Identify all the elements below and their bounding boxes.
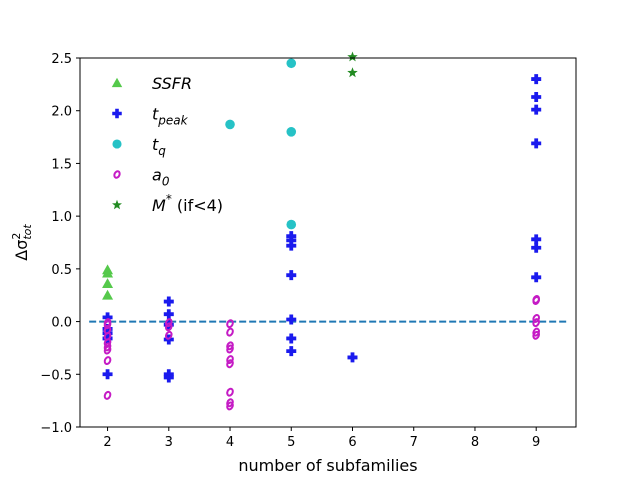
data-point-ssfr (102, 267, 114, 278)
data-point-a-0 (103, 390, 112, 400)
data-point-t-peak (286, 346, 297, 357)
data-point-m-if-4 (347, 51, 358, 62)
x-tick-label: 9 (532, 435, 540, 450)
legend-label-main: t (152, 105, 159, 124)
legend-marker (112, 108, 122, 119)
y-axis-title-sup: 2 (10, 233, 23, 240)
legend-label: tpeak (152, 105, 189, 128)
legend-label-main: a (152, 166, 162, 185)
data-point-t-peak (531, 92, 542, 103)
legend-label-sup: * (166, 192, 172, 206)
x-tick-label: 6 (348, 435, 356, 450)
data-point-a-0 (532, 318, 541, 328)
data-point-t-peak (531, 272, 542, 283)
legend-label-main: M (152, 196, 166, 215)
y-tick-label: −0.5 (40, 368, 72, 383)
data-point-t-q (286, 127, 297, 137)
legend-marker (113, 170, 121, 179)
data-point-t-peak (286, 235, 297, 246)
legend-label-sub: q (158, 144, 166, 158)
y-tick-label: 2.5 (51, 52, 72, 67)
legend-marker (112, 139, 122, 149)
data-point-a-0 (226, 344, 234, 354)
data-point-t-q (286, 58, 297, 69)
data-point-t-peak (163, 372, 174, 383)
legend-label: tq (152, 135, 166, 158)
axes-frame (79, 57, 577, 428)
x-axis-ticks: 2 3 4 5 6 7 8 9 (103, 427, 540, 450)
data-point-t-peak (347, 352, 358, 363)
data-point-a-0 (532, 296, 541, 305)
data-point-ssfr (102, 289, 114, 300)
legend-label-sub: 0 (162, 175, 170, 189)
y-tick-label: 1.0 (51, 210, 72, 225)
data-point-t-peak (531, 242, 542, 253)
legend-label: M* (if<4) (152, 192, 223, 215)
legend-label-main: t (152, 135, 159, 154)
data-point-a-0 (164, 330, 173, 340)
data-point-t-peak (163, 309, 174, 320)
y-tick-label: −1.0 (40, 421, 72, 436)
data-point-a-0 (103, 356, 112, 366)
legend-label: a0 (152, 166, 170, 189)
data-point-a-0 (103, 345, 112, 355)
y-tick-label: 1.5 (51, 157, 72, 172)
data-point-a-0 (164, 322, 173, 332)
data-point-ssfr (102, 278, 114, 289)
data-point-t-peak (102, 312, 113, 323)
legend-marker (112, 199, 122, 210)
x-tick-label: 5 (287, 435, 295, 450)
data-point-t-peak (286, 240, 297, 251)
series-m-if-4 (347, 51, 358, 78)
legend-marker (111, 77, 123, 88)
series-t-q (225, 58, 297, 230)
data-point-t-peak (286, 270, 297, 281)
data-point-t-peak (531, 104, 542, 115)
data-point-a-0 (532, 330, 541, 340)
y-axis-ticks: −1.0 −0.5 0.0 0.5 1.0 1.5 2.0 2.5 (40, 52, 80, 436)
data-point-t-peak (531, 234, 542, 245)
data-marks (102, 51, 542, 411)
data-point-t-peak (531, 138, 542, 149)
data-point-t-peak (163, 319, 174, 330)
x-tick-label: 7 (410, 435, 418, 450)
legend-label-main: SSFR (152, 74, 192, 93)
y-tick-label: 0.5 (51, 263, 72, 278)
x-tick-label: 2 (103, 435, 111, 450)
x-axis-title: number of subfamilies (238, 456, 417, 475)
data-point-m-if-4 (347, 67, 358, 78)
data-point-t-peak (531, 74, 542, 85)
series-a-0 (103, 294, 541, 411)
data-point-t-peak (163, 296, 174, 307)
legend-label-sub: peak (157, 114, 188, 128)
data-point-a-0 (226, 359, 234, 369)
data-point-a-0 (226, 327, 234, 337)
y-axis-title: Δσ2tot (10, 224, 34, 261)
data-point-a-0 (226, 401, 234, 411)
data-point-t-peak (102, 369, 113, 380)
data-point-t-q (225, 119, 235, 130)
data-point-t-peak (286, 314, 297, 325)
x-tick-label: 4 (226, 435, 234, 450)
data-point-a-0 (226, 387, 234, 397)
series-ssfr (102, 264, 114, 300)
x-tick-label: 3 (165, 435, 173, 450)
data-point-t-peak (286, 333, 297, 344)
legend-label-suffix: (if<4) (172, 196, 223, 215)
data-point-a-0 (226, 319, 234, 329)
y-axis-title-main: Δσ (12, 240, 31, 261)
y-tick-label: 0.0 (51, 316, 72, 331)
legend-label: SSFR (152, 74, 192, 93)
data-point-t-q (286, 219, 297, 230)
y-axis-title-sub: tot (21, 224, 34, 240)
y-tick-label: 2.0 (51, 105, 72, 120)
x-tick-label: 8 (471, 435, 479, 450)
